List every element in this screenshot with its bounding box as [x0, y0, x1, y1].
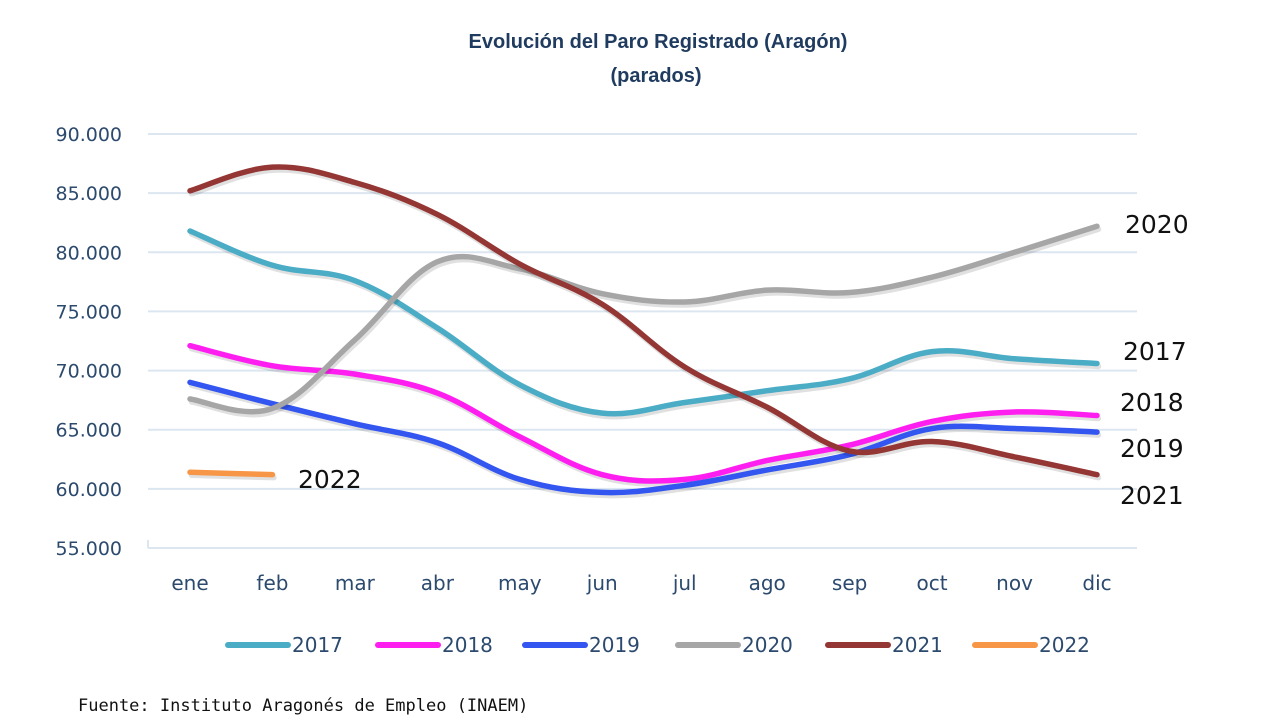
legend-item-2019: 2019	[522, 633, 640, 657]
legend-item-2017: 2017	[225, 633, 343, 657]
y-tick-label: 90.000	[56, 124, 122, 146]
series-2018	[187, 342, 1102, 487]
legend-label: 2022	[1039, 633, 1090, 657]
y-tick-label: 60.000	[56, 479, 122, 501]
legend-label: 2019	[589, 633, 640, 657]
series-end-label: 2021	[1120, 481, 1184, 510]
series-2019	[187, 379, 1102, 499]
legend: 2017 2018 2019 2020 2021 2022	[225, 633, 1090, 657]
y-tick-label: 75.000	[56, 301, 122, 323]
x-tick-label: jul	[672, 571, 697, 595]
series-line-shadow	[188, 226, 1102, 418]
series-line-shadow	[188, 231, 1102, 420]
series-end-label: 2019	[1120, 434, 1184, 463]
series-2021	[187, 164, 1102, 481]
series-line	[187, 342, 1100, 484]
legend-item-2021: 2021	[825, 633, 943, 657]
legend-item-2018: 2018	[375, 633, 493, 657]
x-tick-label: ago	[749, 571, 786, 595]
x-tick-label: may	[498, 571, 542, 595]
series-lines	[187, 164, 1102, 499]
x-tick-label: mar	[335, 571, 376, 595]
y-tick-label: 80.000	[56, 242, 122, 264]
source-note: Fuente: Instituto Aragonés de Empleo (IN…	[78, 696, 528, 716]
x-tick-label: abr	[421, 571, 455, 595]
y-tick-label: 85.000	[56, 183, 122, 205]
legend-label: 2018	[442, 633, 493, 657]
legend-label: 2017	[292, 633, 343, 657]
legend-item-2022: 2022	[972, 633, 1090, 657]
series-2017	[187, 228, 1102, 420]
x-tick-label: nov	[996, 571, 1033, 595]
series-end-label: 2022	[298, 465, 362, 494]
series-line	[187, 469, 276, 478]
series-line	[187, 164, 1100, 478]
series-end-label: 2018	[1120, 388, 1184, 417]
series-2022	[187, 469, 277, 481]
x-tick-label: ene	[171, 571, 208, 595]
chart-subtitle: (parados)	[610, 65, 701, 87]
series-line	[187, 228, 1100, 417]
series-2020	[187, 223, 1102, 418]
legend-label: 2020	[742, 633, 793, 657]
series-end-labels: 2017 2018 2019 2020 2021 2022	[298, 210, 1189, 510]
y-axis: 90.000 85.000 80.000 75.000 70.000 65.000 60.0…	[56, 124, 122, 560]
x-axis: ene feb mar abr may jun jul ago sep oct nov dic	[171, 571, 1111, 595]
series-end-label: 2020	[1125, 210, 1189, 239]
x-tick-label: sep	[832, 571, 867, 595]
y-tick-label: 65.000	[56, 420, 122, 442]
x-tick-label: dic	[1082, 571, 1111, 595]
x-tick-label: jun	[586, 571, 618, 595]
series-line	[187, 223, 1100, 415]
y-tick-label: 55.000	[56, 538, 122, 560]
series-end-label: 2017	[1123, 337, 1187, 366]
series-line-shadow	[188, 472, 277, 481]
x-tick-label: oct	[917, 571, 948, 595]
y-tick-label: 70.000	[56, 361, 122, 383]
series-line	[187, 379, 1100, 496]
legend-item-2020: 2020	[675, 633, 793, 657]
x-tick-label: feb	[256, 571, 288, 595]
chart-title: Evolución del Paro Registrado (Aragón)	[469, 31, 848, 53]
legend-label: 2021	[892, 633, 943, 657]
